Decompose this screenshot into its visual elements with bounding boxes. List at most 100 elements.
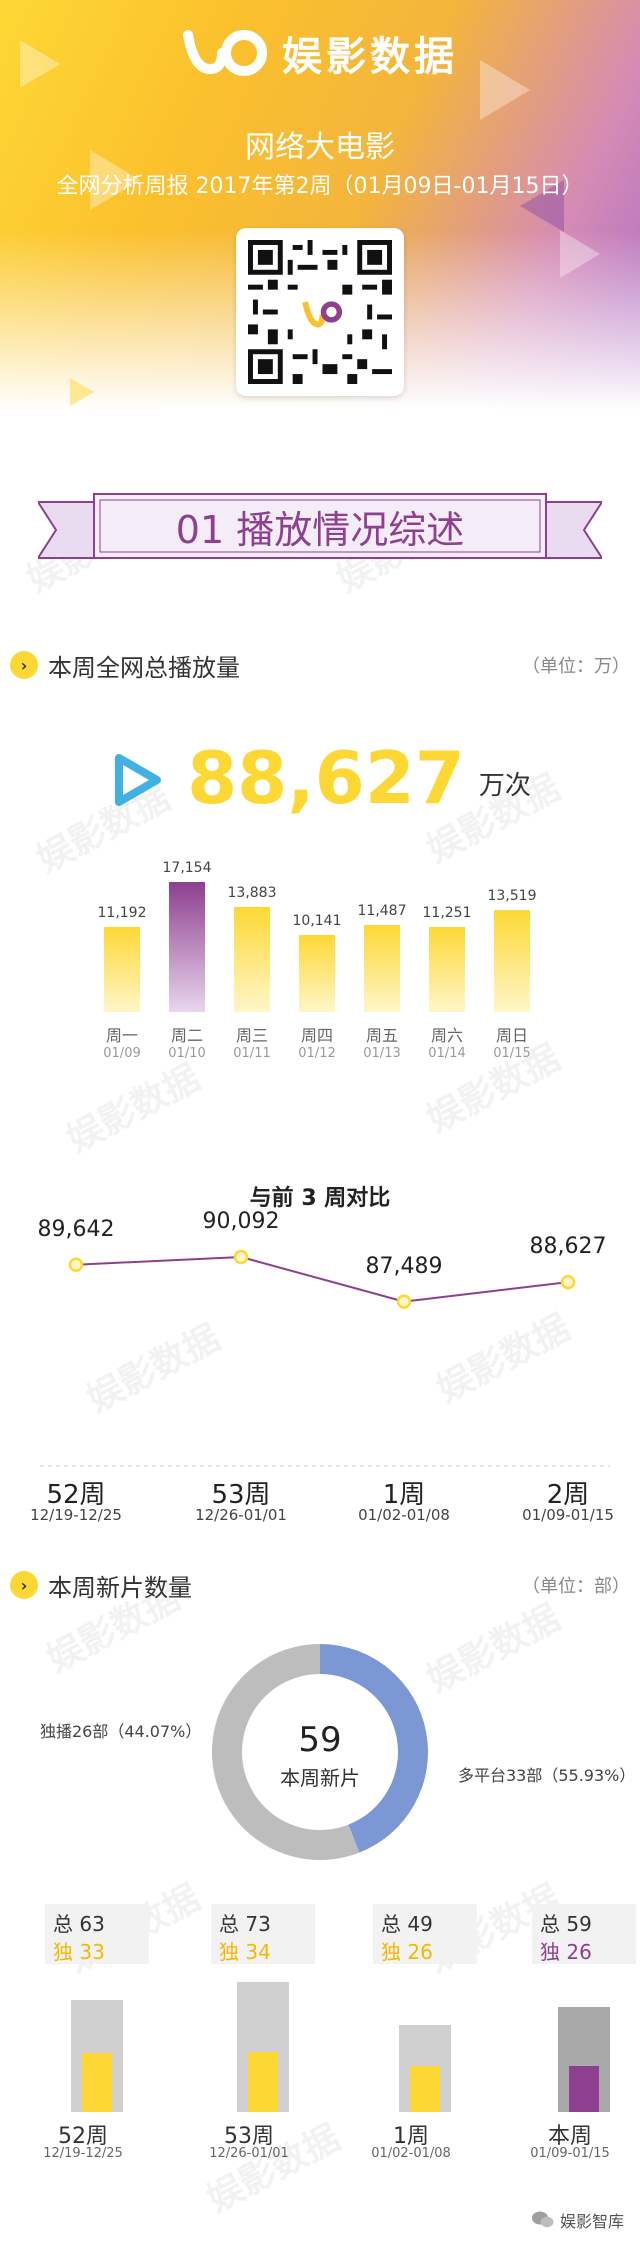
week-name-label: 1周 — [393, 2124, 429, 2149]
play-icon — [115, 754, 162, 806]
daily-date-label: 01/13 — [363, 1046, 401, 1061]
watermark: 娱影数据 — [60, 1057, 207, 1161]
week-exclusive-label: 独 34 — [219, 1940, 271, 1964]
section-header-plays: › 本周全网总播放量 （单位：万） — [10, 645, 630, 685]
week-total-label: 总 63 — [53, 1912, 105, 1936]
total-plays: 88,627 万次 — [0, 728, 640, 818]
section-banner: 01 播放情况综述 — [38, 490, 602, 570]
week-exclusive-bar — [569, 2065, 599, 2112]
daily-value-label: 11,192 — [97, 905, 147, 922]
compare-week-label: 52周 — [46, 1480, 106, 1510]
week-range-label: 01/09-01/15 — [530, 2146, 610, 2161]
ribbon-icon — [38, 493, 602, 559]
daily-value-label: 10,141 — [292, 913, 342, 930]
week-exclusive-label: 独 26 — [381, 1940, 433, 1964]
daily-value-label: 17,154 — [162, 860, 212, 876]
week-name-label: 53周 — [224, 2124, 274, 2149]
section-banner-title: 01 播放情况综述 — [175, 508, 465, 552]
week-exclusive-label: 独 33 — [53, 1940, 105, 1964]
compare-week-label: 53周 — [211, 1480, 271, 1510]
compare-range-label: 12/26-01/01 — [195, 1506, 287, 1524]
qr-code-icon — [248, 240, 392, 384]
section-title: 本周全网总播放量 — [48, 653, 240, 682]
daily-value-label: 13,883 — [227, 884, 277, 901]
daily-day-label: 周一 — [105, 1026, 138, 1045]
daily-day-label: 周六 — [430, 1026, 463, 1045]
daily-bar — [364, 924, 400, 1012]
week-exclusive-label: 独 26 — [540, 1940, 592, 1964]
daily-day-label: 周四 — [300, 1026, 333, 1045]
report-title: 网络大电影 — [245, 130, 395, 165]
week-summary-card: 总 73 独 34 — [211, 1904, 315, 1964]
daily-bar — [104, 927, 140, 1012]
donut-slice — [320, 1644, 429, 1853]
section-title: 本周新片数量 — [48, 1573, 192, 1602]
daily-date-label: 01/15 — [493, 1046, 531, 1061]
week-range-label: 12/19-12/25 — [43, 2146, 123, 2161]
daily-bar — [169, 882, 205, 1012]
compare-point — [68, 1257, 84, 1272]
footer-text: 娱影智库 — [559, 2212, 624, 2231]
daily-bar — [299, 935, 335, 1012]
daily-date-label: 01/10 — [168, 1046, 206, 1061]
week-summary-card: 总 63 独 33 — [45, 1904, 149, 1964]
compare-line-svg — [40, 1249, 610, 1467]
week-exclusive-bar — [248, 2051, 278, 2112]
compare-week-label: 1周 — [382, 1480, 426, 1510]
compare-point — [233, 1249, 249, 1265]
daily-date-label: 01/14 — [428, 1046, 466, 1061]
week-range-label: 12/26-01/01 — [209, 2146, 289, 2161]
daily-bar — [234, 906, 270, 1012]
compare-range-label: 01/02-01/08 — [358, 1506, 450, 1524]
chevron-right-icon: › — [10, 1571, 38, 1599]
week-summary-card: 总 59 独 26 — [532, 1904, 636, 1964]
daily-day-label: 周日 — [495, 1026, 528, 1045]
total-plays-value: 88,627 — [187, 736, 465, 820]
compare-point — [560, 1274, 576, 1290]
daily-day-label: 周五 — [365, 1026, 398, 1045]
section-unit: （单位：部） — [522, 1576, 630, 1597]
week-exclusive-bar — [82, 2053, 112, 2112]
donut-slice — [212, 1644, 360, 1860]
daily-date-label: 01/12 — [298, 1046, 336, 1061]
compare-value-label: 90,092 — [202, 1208, 280, 1234]
section-unit: （单位：万） — [522, 656, 630, 677]
section-header-new: › 本周新片数量 （单位：部） — [10, 1565, 630, 1605]
report-subtitle: 全网分析周报 2017年第2周（01月09日-01月15日） — [56, 174, 584, 199]
compare-value-label: 88,627 — [529, 1234, 607, 1260]
week-name-label: 52周 — [58, 2124, 108, 2149]
chevron-right-icon: › — [10, 651, 38, 679]
daily-date-label: 01/11 — [233, 1046, 271, 1061]
compare-value-label: 89,642 — [37, 1216, 115, 1242]
daily-value-label: 11,251 — [422, 904, 472, 921]
footer: 娱影智库 — [531, 2208, 624, 2232]
qr-code[interactable] — [236, 228, 404, 396]
week-total-label: 总 73 — [219, 1912, 271, 1936]
week-exclusive-bar — [410, 2065, 440, 2112]
daily-value-label: 13,519 — [487, 887, 537, 904]
brand-logo: 娱影数据 — [0, 18, 640, 88]
week-summary-card: 总 49 独 26 — [373, 1904, 477, 1964]
week-total-label: 总 59 — [540, 1912, 592, 1936]
daily-value-label: 11,487 — [357, 902, 407, 919]
compare-week-label: 2周 — [546, 1480, 590, 1510]
compare-point — [396, 1294, 412, 1309]
donut-center-label: 本周新片 — [280, 1766, 360, 1790]
week-range-label: 01/02-01/08 — [371, 2146, 451, 2161]
compare-value-label: 87,489 — [365, 1253, 443, 1279]
donut-label-multi: 多平台33部（55.93%） — [458, 1766, 636, 1785]
total-plays-unit: 万次 — [478, 771, 531, 801]
week-total-label: 总 49 — [381, 1912, 433, 1936]
wechat-icon — [531, 2211, 554, 2228]
compare-series-line — [75, 1255, 569, 1303]
compare-range-label: 01/09-01/15 — [522, 1506, 614, 1524]
logo-icon — [183, 30, 267, 76]
week-name-label: 本周 — [547, 2124, 592, 2149]
compare-chart-title: 与前 3 周对比 — [249, 1186, 391, 1211]
donut-label-exclusive: 独播26部（44.07%） — [40, 1722, 202, 1741]
compare-range-label: 12/19-12/25 — [30, 1506, 122, 1524]
daily-day-label: 周三 — [235, 1026, 268, 1045]
daily-bar — [429, 926, 465, 1012]
daily-day-label: 周二 — [170, 1026, 203, 1045]
daily-bar — [494, 909, 530, 1012]
